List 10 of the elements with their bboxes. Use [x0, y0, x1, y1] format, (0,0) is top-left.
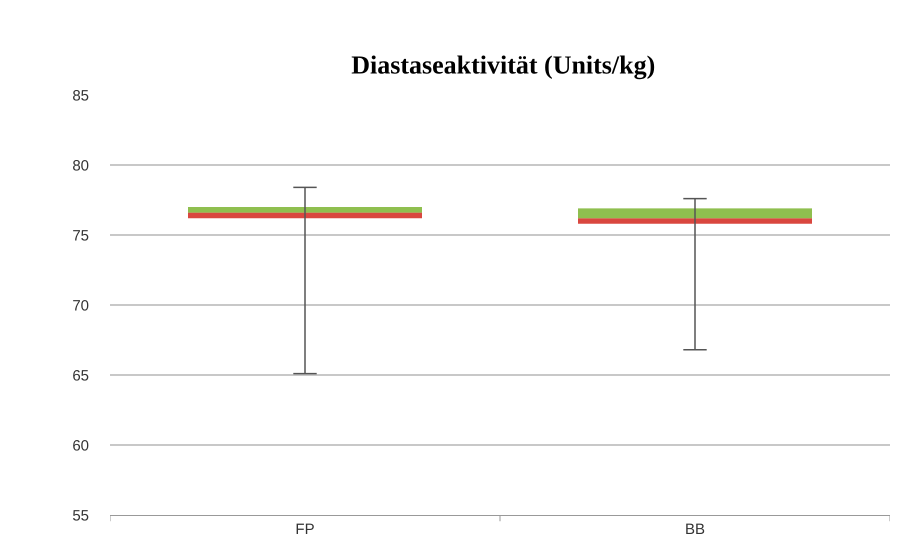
y-tick-label: 85	[72, 87, 89, 104]
y-tick-label: 65	[72, 367, 89, 384]
y-tick-label: 80	[72, 157, 89, 174]
y-tick-label: 75	[72, 227, 89, 244]
y-tick-label: 55	[72, 507, 89, 524]
x-tick-label: BB	[684, 521, 706, 538]
y-tick-label: 70	[72, 297, 89, 314]
x-tick-label: FP	[295, 521, 315, 538]
y-tick-label: 60	[72, 437, 89, 454]
chart-title: Diastaseaktivität (Units/kg)	[351, 50, 656, 80]
